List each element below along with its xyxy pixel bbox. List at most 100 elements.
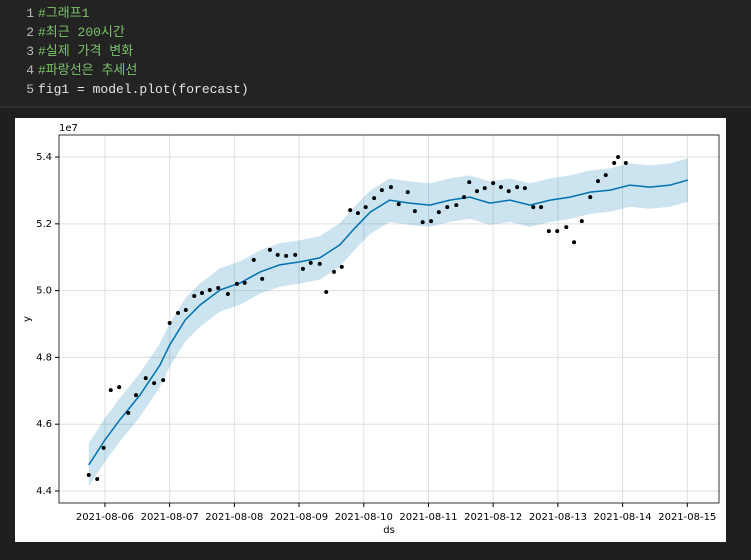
x-tick-label: 2021-08-06 [76, 512, 134, 523]
observed-point [379, 188, 384, 193]
line-number: 4 [26, 63, 34, 78]
observed-point [324, 289, 329, 294]
observed-point [429, 219, 434, 224]
observed-point [95, 476, 100, 481]
observed-point [412, 209, 417, 214]
x-tick-label: 2021-08-11 [399, 512, 457, 523]
x-tick-label: 2021-08-09 [270, 512, 328, 523]
code-line: 4 #파랑선은 추세선 [0, 61, 137, 80]
observed-point [293, 252, 298, 257]
uncertainty-band [88, 158, 688, 487]
observed-point [475, 189, 479, 194]
observed-point [572, 240, 577, 245]
observed-point [363, 205, 368, 210]
observed-point [101, 445, 106, 450]
observed-point [539, 205, 544, 210]
observed-point [251, 257, 256, 262]
x-tick-label: 2021-08-15 [658, 512, 716, 523]
code-text: #최근 200시간 [38, 25, 125, 40]
y-tick-label: 5.0 [36, 286, 52, 297]
x-tick-label: 2021-08-07 [141, 512, 199, 523]
y-tick-label: 4.8 [36, 352, 52, 363]
observed-point [275, 252, 280, 257]
code-text: #그래프1 [38, 6, 90, 21]
x-tick-label: 2021-08-08 [205, 512, 263, 523]
observed-point [555, 229, 560, 234]
observed-point [260, 276, 265, 281]
observed-point [564, 225, 569, 230]
observed-point [522, 186, 527, 191]
forecast-line [88, 179, 689, 466]
observed-point [616, 155, 621, 160]
x-tick-label: 2021-08-14 [594, 512, 652, 523]
x-axis-label: ds [383, 525, 395, 536]
observed-point [579, 219, 584, 224]
observed-point [267, 247, 272, 252]
observed-point [234, 281, 239, 286]
observed-point [498, 185, 503, 190]
x-tick-label: 2021-08-13 [529, 512, 587, 523]
observed-point [317, 261, 322, 266]
y-tick-label: 5.4 [36, 152, 52, 163]
code-text: #실제 가격 변화 [38, 44, 134, 59]
observed-point [207, 287, 212, 292]
observed-point [388, 185, 393, 190]
observed-point [300, 266, 305, 271]
line-number: 3 [26, 44, 34, 59]
observed-point [242, 280, 247, 285]
chart: 1e7 ds y 4.4 4.6 4.8 5.0 5.2 5.4 2021-08-06 202… [15, 118, 726, 542]
observed-point [200, 290, 204, 295]
observed-point [612, 161, 617, 166]
plot-frame [58, 134, 720, 504]
observed-point [491, 181, 496, 186]
observed-point [126, 410, 131, 415]
observed-point [467, 180, 472, 185]
observed-point [86, 472, 91, 477]
x-tick-label: 2021-08-10 [335, 512, 393, 523]
observed-point [506, 189, 511, 194]
code-line: 1 #그래프1 [0, 4, 89, 23]
observed-point [161, 378, 166, 383]
observed-point [192, 293, 197, 298]
observed-point [405, 190, 410, 195]
line-number: 1 [26, 6, 34, 21]
observed-point [183, 307, 188, 312]
observed-point [454, 203, 459, 208]
offset-label: 1e7 [59, 123, 78, 134]
y-tick-label: 5.2 [36, 219, 52, 230]
y-axis-label: y [22, 316, 33, 322]
observed-point [546, 229, 551, 234]
code-line: 3 #실제 가격 변화 [0, 42, 133, 61]
observed-point [332, 269, 336, 274]
observed-point [462, 195, 467, 200]
observed-point [216, 285, 221, 290]
observed-point [372, 196, 377, 201]
observed-point [176, 310, 181, 315]
observed-point [134, 393, 138, 398]
observed-point [436, 210, 441, 215]
observed-point [603, 173, 608, 178]
line-number: 5 [26, 82, 34, 97]
observed-point [152, 381, 157, 386]
output: 1e7 ds y 4.4 4.6 4.8 5.0 5.2 5.4 2021-08-06 202… [15, 118, 726, 542]
observed-point [284, 253, 289, 258]
line-number: 2 [26, 25, 34, 40]
code-line: 5 fig1 = model.plot(forecast) [0, 80, 249, 99]
observed-point [623, 161, 628, 166]
y-tick-label: 4.6 [36, 419, 52, 430]
observed-point [108, 388, 113, 393]
code-cell: 1 #그래프1 2 #최근 200시간 3 #실제 가격 변화 4 #파랑선은 추세선 … [0, 0, 751, 108]
observed-point [482, 186, 487, 191]
observed-point [167, 321, 172, 326]
observed-point [396, 202, 401, 207]
observed-point [515, 185, 520, 190]
observed-point [420, 220, 425, 225]
observed-point [445, 205, 450, 210]
code-text: #파랑선은 추세선 [38, 63, 138, 78]
observed-point [596, 179, 600, 184]
observed-point [143, 376, 148, 381]
code-line: 2 #최근 200시간 [0, 23, 125, 42]
observed-point [348, 208, 353, 213]
code-text: fig1 = model.plot(forecast) [38, 82, 249, 97]
